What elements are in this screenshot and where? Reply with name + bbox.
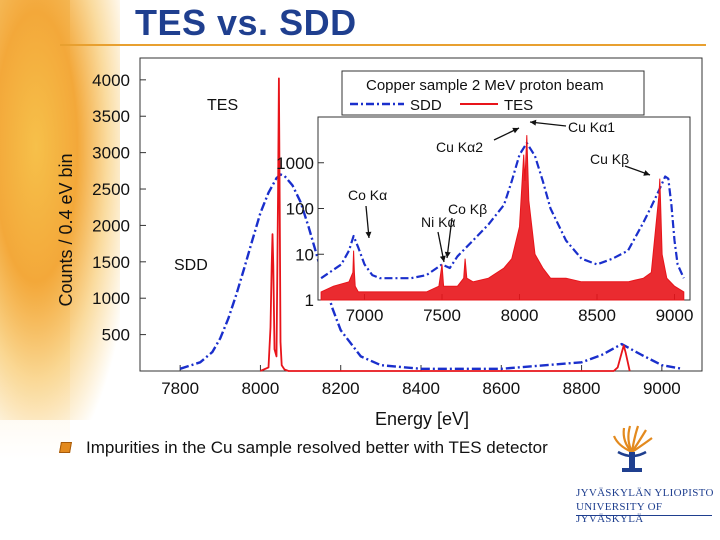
university-name-en: UNIVERSITY OF JYVÄSKYLÄ <box>576 501 663 525</box>
inset-x-tick-label: 7500 <box>423 306 461 325</box>
annotation-arrowhead <box>439 255 446 262</box>
y-tick-label: 3500 <box>92 107 130 126</box>
main-series-sdd <box>179 173 683 370</box>
x-tick-label: 8000 <box>242 379 280 398</box>
x-tick-label: 9000 <box>643 379 681 398</box>
x-tick-label: 8800 <box>563 379 601 398</box>
title-divider <box>60 44 706 46</box>
x-tick-label: 8400 <box>402 379 440 398</box>
inset-y-tick-label: 10 <box>295 245 314 264</box>
y-tick-label: 1500 <box>92 253 130 272</box>
peak-label: Cu Kα2 <box>436 139 483 155</box>
inset-y-axis: 1 10 100 1000 <box>276 154 324 310</box>
y-tick-label: 2000 <box>92 216 130 235</box>
main-series-group <box>179 77 683 372</box>
y-tick-label: 1000 <box>92 289 130 308</box>
legend-title: Copper sample 2 MeV proton beam <box>366 77 604 94</box>
inset-x-tick-label: 9000 <box>656 306 694 325</box>
annotation-arrowhead <box>643 170 650 176</box>
inset-y-tick-label: 1000 <box>276 154 314 173</box>
annotation-arrowhead <box>530 119 537 126</box>
annotation-arrow <box>446 217 453 259</box>
inset-y-tick-label: 1 <box>305 291 314 310</box>
y-tick-label: 4000 <box>92 71 130 90</box>
x-tick-label: 7800 <box>161 379 199 398</box>
annotation-arrowhead <box>444 251 451 258</box>
main-series-tes <box>260 77 631 372</box>
peak-label: Ni Kα <box>421 214 456 230</box>
annotation-arrow <box>529 121 567 127</box>
legend-tes-label: TES <box>504 97 533 114</box>
inset-x-axis: 7000 7500 8000 8500 9000 <box>346 294 694 325</box>
y-tick-label: 2500 <box>92 180 130 199</box>
main-x-axis: 7800 8000 8200 8400 8600 8800 9000 <box>161 365 681 398</box>
annotation-arrowhead <box>512 127 519 134</box>
inset-series-group <box>320 135 685 301</box>
legend-box <box>341 70 645 116</box>
x-tick-label: 8200 <box>322 379 360 398</box>
annotation-arrowhead <box>365 231 372 238</box>
main-y-axis: 500 1000 1500 2000 2500 3000 3500 4000 <box>92 71 146 345</box>
peak-label: Cu Kα1 <box>568 119 615 135</box>
y-tick-label: 3000 <box>92 144 130 163</box>
legend-sdd-label: SDD <box>410 97 442 114</box>
peak-label: Co Kβ <box>448 201 487 217</box>
inset-y-tick-label: 100 <box>286 200 314 219</box>
university-divider <box>576 515 712 516</box>
inset-x-tick-label: 8500 <box>578 306 616 325</box>
slide-title: TES vs. SDD <box>135 2 357 43</box>
inset-x-tick-label: 8000 <box>501 306 539 325</box>
tes-annotation: TES <box>207 97 238 114</box>
inset-x-tick-label: 7000 <box>346 306 384 325</box>
x-tick-label: 8600 <box>482 379 520 398</box>
background-decoration-glow <box>0 0 120 420</box>
university-logo <box>612 425 653 472</box>
peak-label: Cu Kβ <box>590 151 629 167</box>
bullet-icon <box>59 442 72 453</box>
slide-caption: Impurities in the Cu sample resolved bet… <box>86 438 548 457</box>
peak-label: Co Kα <box>348 187 387 203</box>
university-name-fi: JYVÄSKYLÄN YLIOPISTO <box>576 487 714 499</box>
x-axis-label: Energy [eV] <box>375 409 469 429</box>
inset-series-tes <box>320 135 685 301</box>
inset-chart: 1 10 100 1000 7000 7500 8000 8500 9000 Copper s… <box>276 70 694 325</box>
sdd-annotation: SDD <box>174 257 208 274</box>
y-axis-label: Counts / 0.4 eV bin <box>56 153 76 306</box>
y-tick-label: 500 <box>102 326 130 345</box>
